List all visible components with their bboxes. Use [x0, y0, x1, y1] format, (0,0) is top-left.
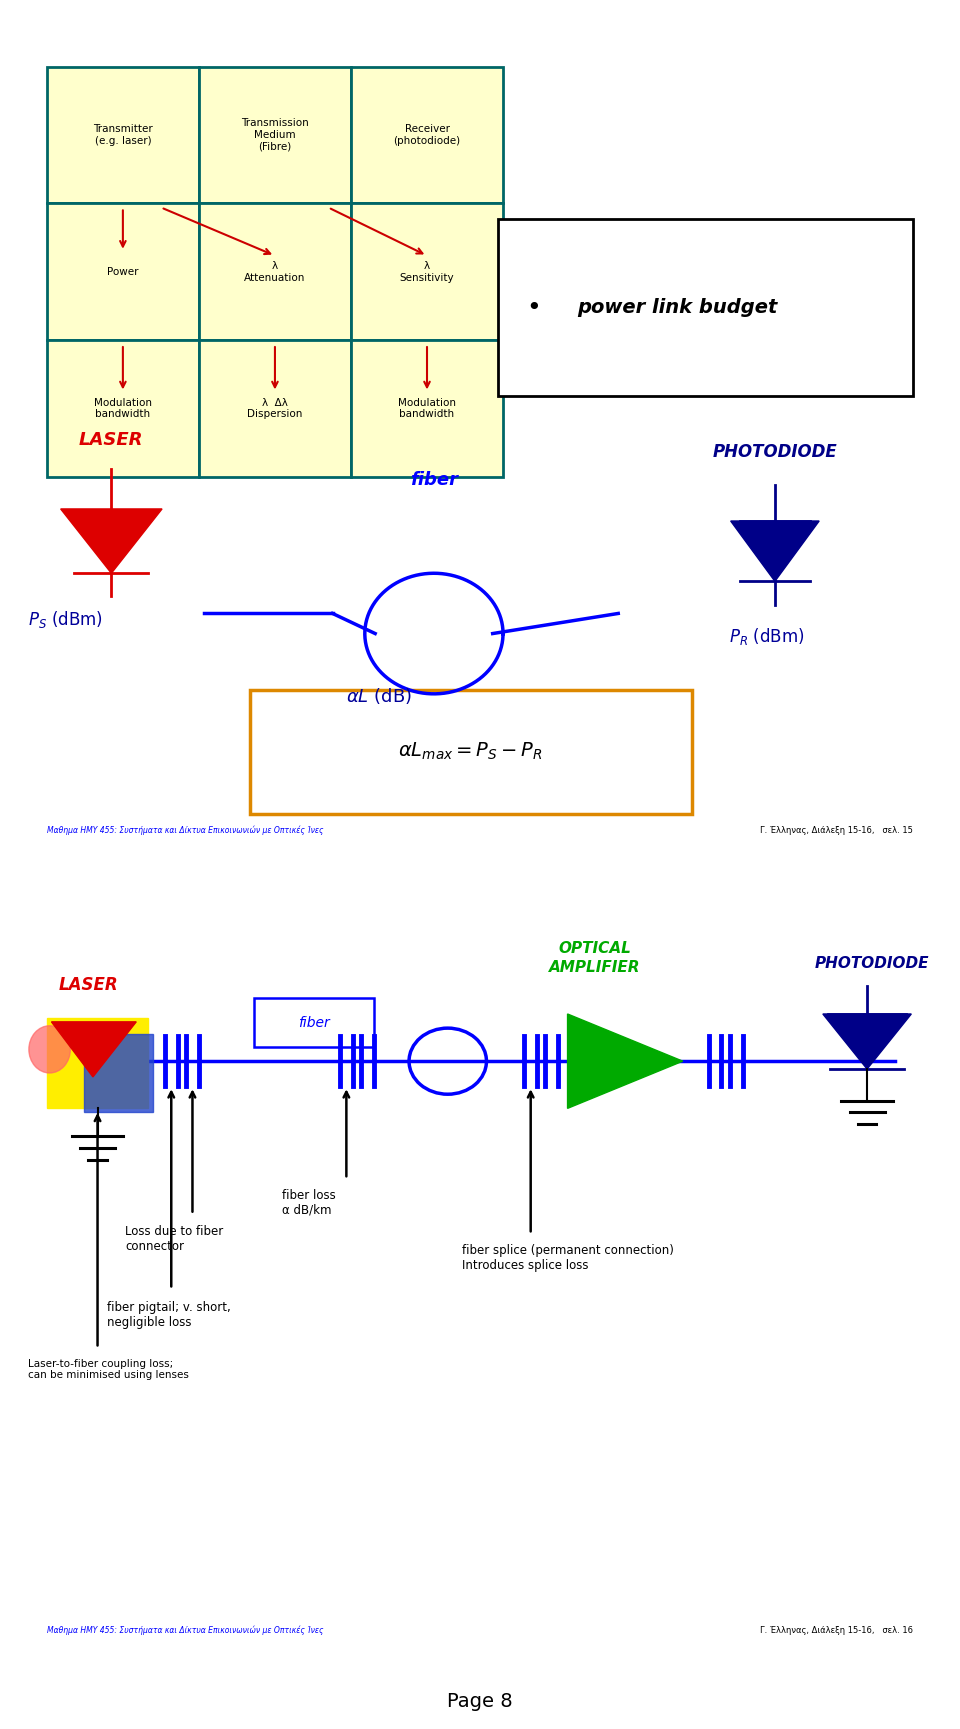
Polygon shape [823, 1013, 911, 1069]
Text: Transmitter
(e.g. laser): Transmitter (e.g. laser) [93, 124, 153, 145]
FancyBboxPatch shape [199, 341, 351, 477]
Text: Receiver
(photodiode): Receiver (photodiode) [394, 124, 461, 145]
Text: fiber pigtail; v. short,
negligible loss: fiber pigtail; v. short, negligible loss [107, 1302, 230, 1330]
Text: Loss due to fiber
connector: Loss due to fiber connector [125, 1224, 224, 1254]
Text: Power: Power [108, 266, 138, 277]
FancyBboxPatch shape [47, 204, 199, 341]
Text: LASER: LASER [59, 977, 118, 994]
Text: Mαθημα HMY 455: Συστήματα και Δίκτυα Επικοινωνιών με Οπτικές Ίνες: Mαθημα HMY 455: Συστήματα και Δίκτυα Επι… [47, 825, 324, 835]
FancyBboxPatch shape [199, 204, 351, 341]
Text: λ
Attenuation: λ Attenuation [244, 261, 305, 282]
FancyBboxPatch shape [199, 67, 351, 204]
Text: Modulation
bandwidth: Modulation bandwidth [398, 398, 456, 418]
Text: fiber: fiber [410, 470, 458, 489]
Text: Γ. Έλληνας, Διάλεξη 15-16,   σελ. 15: Γ. Έλληνας, Διάλεξη 15-16, σελ. 15 [760, 825, 913, 835]
Text: $P_R$ (dBm): $P_R$ (dBm) [729, 626, 804, 647]
Ellipse shape [29, 1025, 70, 1074]
Text: fiber splice (permanent connection)
Introduces splice loss: fiber splice (permanent connection) Intr… [462, 1243, 674, 1273]
Text: PHOTODIODE: PHOTODIODE [814, 956, 929, 970]
Text: λ
Sensitivity: λ Sensitivity [399, 261, 454, 282]
Text: PHOTODIODE: PHOTODIODE [712, 443, 837, 460]
Polygon shape [84, 1034, 153, 1112]
Text: $\alpha L$ (dB): $\alpha L$ (dB) [346, 686, 412, 705]
FancyBboxPatch shape [250, 690, 692, 814]
Text: Mαθημα HMY 455: Συστήματα και Δίκτυα Επικοινωνιών με Οπτικές Ίνες: Mαθημα HMY 455: Συστήματα και Δίκτυα Επι… [47, 1625, 324, 1636]
Text: Laser-to-fiber coupling loss;
can be minimised using lenses: Laser-to-fiber coupling loss; can be min… [29, 1359, 189, 1380]
Text: $P_S$ (dBm): $P_S$ (dBm) [29, 609, 104, 631]
Polygon shape [567, 1013, 683, 1108]
Polygon shape [47, 1018, 148, 1108]
Text: LASER: LASER [79, 431, 144, 448]
Text: Modulation
bandwidth: Modulation bandwidth [94, 398, 152, 418]
Text: Transmission
Medium
(Fibre): Transmission Medium (Fibre) [241, 119, 309, 152]
FancyBboxPatch shape [47, 341, 199, 477]
Text: fiber: fiber [299, 1015, 330, 1030]
Text: OPTICAL
AMPLIFIER: OPTICAL AMPLIFIER [549, 941, 641, 975]
Text: Page 8: Page 8 [447, 1693, 513, 1710]
Text: Γ. Έλληνας, Διάλεξη 15-16,   σελ. 16: Γ. Έλληνας, Διάλεξη 15-16, σελ. 16 [760, 1627, 913, 1636]
Text: $\alpha L_{max} = P_S - P_R$: $\alpha L_{max} = P_S - P_R$ [398, 742, 543, 762]
Polygon shape [52, 1022, 136, 1077]
Text: fiber loss
α dB/km: fiber loss α dB/km [282, 1188, 336, 1217]
Text: power link budget: power link budget [577, 299, 778, 318]
FancyBboxPatch shape [47, 67, 199, 204]
FancyBboxPatch shape [254, 998, 374, 1048]
FancyBboxPatch shape [498, 220, 913, 396]
Polygon shape [731, 520, 819, 581]
Polygon shape [60, 508, 162, 574]
FancyBboxPatch shape [351, 341, 503, 477]
FancyBboxPatch shape [351, 204, 503, 341]
Text: •: • [526, 296, 540, 320]
Text: λ  Δλ
Dispersion: λ Δλ Dispersion [248, 398, 302, 418]
FancyBboxPatch shape [351, 67, 503, 204]
